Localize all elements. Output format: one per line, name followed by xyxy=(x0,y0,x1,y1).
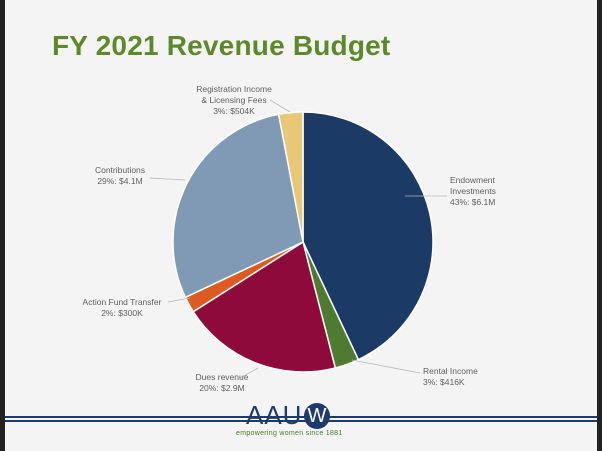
logo-mark: W xyxy=(304,403,331,429)
slice-label-line: Investments xyxy=(450,186,496,196)
slice-label-line: Contributions xyxy=(95,165,145,175)
slice-label-line: 20%: $2.9M xyxy=(199,383,244,393)
pie-slice-4 xyxy=(172,113,304,299)
slice-label-line: & Licensing Fees xyxy=(201,95,266,105)
pie-slice-5 xyxy=(277,111,304,243)
pie-slice-0 xyxy=(302,111,434,361)
slice-label-3: Action Fund Transfer 2%: $300K xyxy=(83,297,162,318)
leader-line-2 xyxy=(239,367,259,379)
leader-line-5 xyxy=(269,99,291,113)
logo-text: AAU xyxy=(246,400,303,430)
footer-divider-top xyxy=(5,416,597,418)
leader-line-3 xyxy=(167,297,191,303)
frame-right-edge xyxy=(597,0,602,451)
slice-label-1: Rental Income 3%: $416K xyxy=(423,366,478,387)
slice-label-0: Endowment Investments 43%: $6.1M xyxy=(450,175,496,207)
slice-label-4: Contributions 29%: $4.1M xyxy=(95,165,145,186)
leader-line-1 xyxy=(351,359,421,374)
slice-label-line: 29%: $4.1M xyxy=(97,176,142,186)
slice-label-line: 2%: $300K xyxy=(101,308,143,318)
slice-label-2: Dues revenue 20%: $2.9M xyxy=(196,372,249,393)
frame-left-edge xyxy=(0,0,5,451)
slice-label-line: 3%: $504K xyxy=(213,106,255,116)
logo-tagline: empowering women since 1881 xyxy=(236,430,343,437)
slice-label-line: 3%: $416K xyxy=(423,377,465,387)
slice-label-line: Rental Income xyxy=(423,366,478,376)
aauw-logo: AAU W xyxy=(246,400,331,431)
slide-title: FY 2021 Revenue Budget xyxy=(52,30,391,61)
slice-label-line: 43%: $6.1M xyxy=(450,197,495,207)
footer-divider-bottom xyxy=(5,420,597,422)
leader-line-4 xyxy=(149,177,186,181)
slice-label-line: Action Fund Transfer xyxy=(83,297,162,307)
slice-label-5: Registration Income & Licensing Fees 3%: $… xyxy=(196,84,272,116)
slice-label-line: Endowment xyxy=(450,175,496,185)
slice-label-line: Registration Income xyxy=(196,84,272,94)
pie-slice-2 xyxy=(192,240,337,373)
slice-label-line: Dues revenue xyxy=(196,372,249,382)
